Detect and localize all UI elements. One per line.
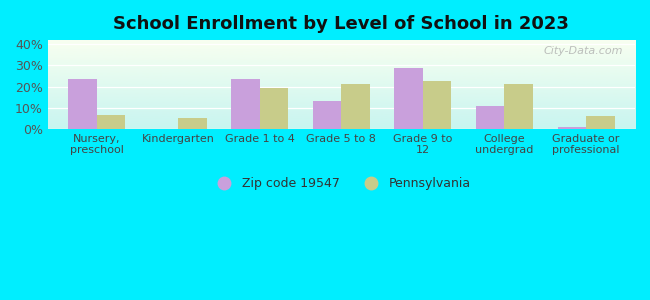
Text: City-Data.com: City-Data.com	[544, 46, 623, 56]
Bar	[586, 116, 615, 129]
Bar	[231, 79, 260, 129]
Bar	[97, 115, 125, 129]
Bar	[260, 88, 289, 129]
Title: School Enrollment by Level of School in 2023: School Enrollment by Level of School in …	[114, 15, 569, 33]
Bar	[68, 79, 97, 129]
Legend: Zip code 19547, Pennsylvania: Zip code 19547, Pennsylvania	[207, 172, 476, 195]
Bar	[395, 68, 423, 129]
Bar	[504, 84, 533, 129]
Bar	[341, 84, 370, 129]
Bar	[476, 106, 504, 129]
Bar	[423, 81, 452, 129]
Bar	[558, 127, 586, 129]
Bar	[313, 101, 341, 129]
Bar	[178, 118, 207, 129]
